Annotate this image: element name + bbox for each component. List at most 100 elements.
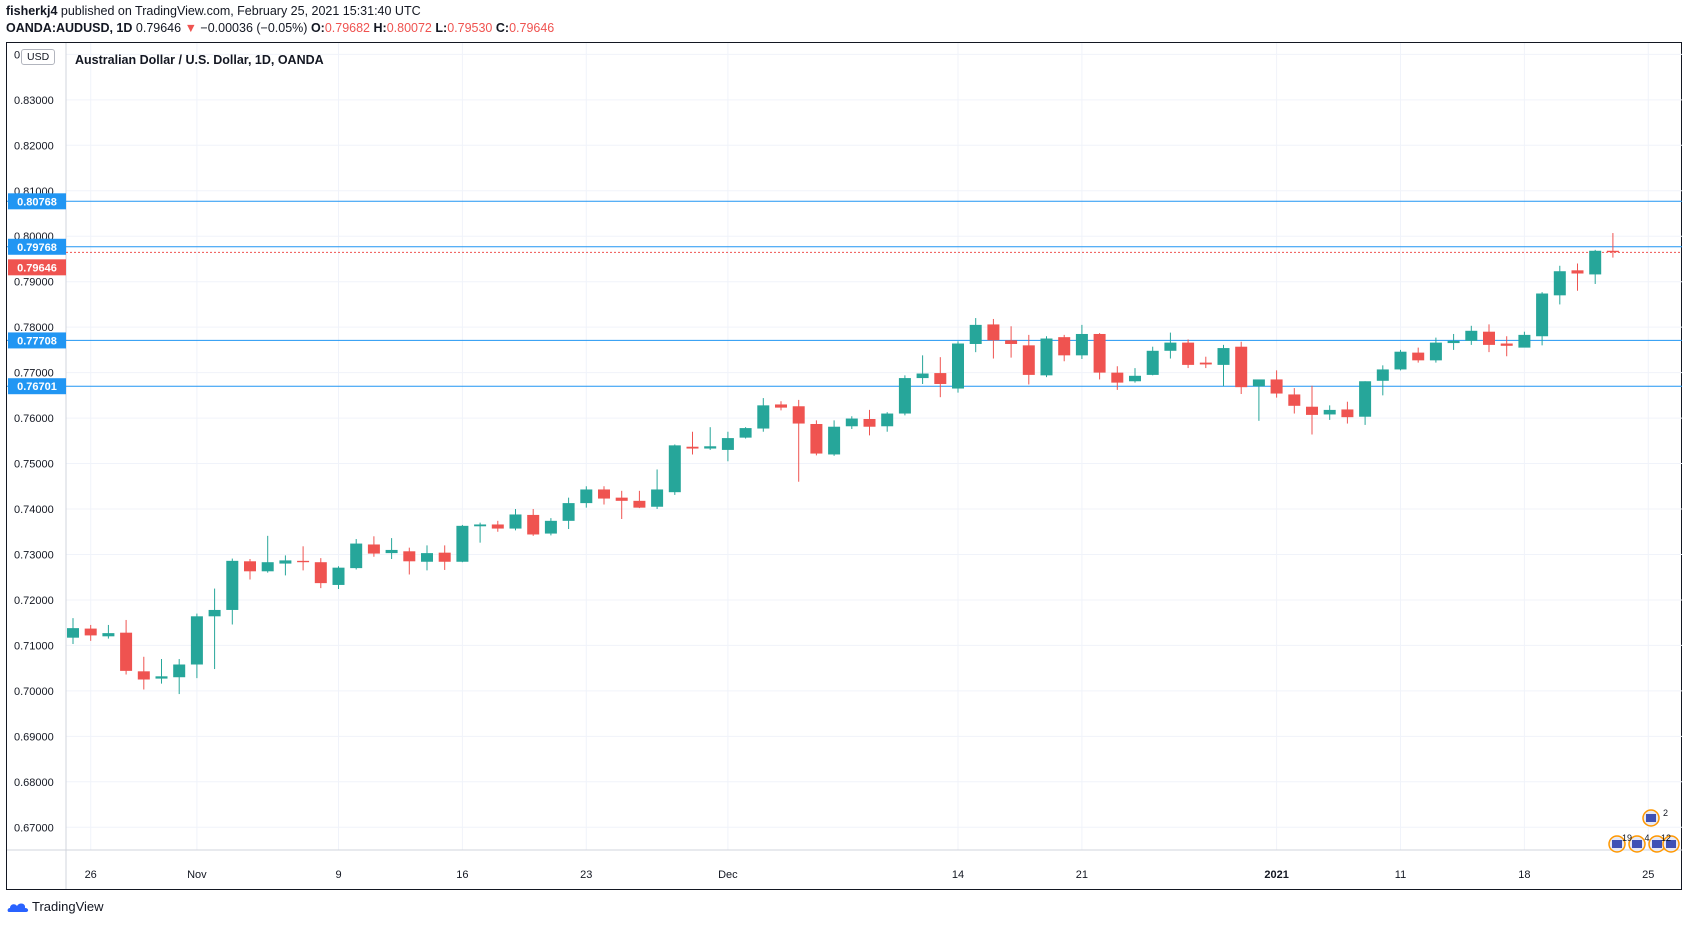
candle-body[interactable] — [1288, 394, 1301, 406]
price-line-label: 0.77708 — [17, 335, 57, 347]
candle-body[interactable] — [1252, 379, 1265, 387]
candle-body[interactable] — [1235, 346, 1248, 388]
candle-body[interactable] — [1429, 342, 1442, 361]
candle-body[interactable] — [757, 405, 770, 429]
candle-body[interactable] — [173, 664, 186, 678]
candle-body[interactable] — [137, 671, 150, 680]
candle-body[interactable] — [1359, 381, 1372, 417]
candle-body[interactable] — [721, 438, 734, 450]
candle-body[interactable] — [987, 324, 1000, 341]
candle-body[interactable] — [67, 628, 79, 638]
candle-body[interactable] — [367, 544, 380, 554]
candle-body[interactable] — [474, 524, 487, 527]
candle-body[interactable] — [562, 503, 575, 521]
candle-body[interactable] — [1111, 372, 1124, 383]
event-flag-icon-flag — [1666, 840, 1676, 848]
tradingview-logo[interactable]: TradingView — [7, 899, 104, 914]
candle-body[interactable] — [775, 404, 787, 408]
candle-body[interactable] — [1182, 342, 1195, 365]
candle-body[interactable] — [1306, 406, 1318, 415]
candle-body[interactable] — [1412, 352, 1425, 361]
candle-body[interactable] — [1040, 338, 1053, 376]
last-price-text: 0.79646 — [135, 21, 182, 35]
candle-body[interactable] — [1465, 330, 1478, 341]
candle-body[interactable] — [792, 406, 805, 424]
candle-body[interactable] — [580, 489, 593, 504]
candle-body[interactable] — [881, 413, 894, 427]
candle-body[interactable] — [84, 628, 97, 636]
candle-body[interactable] — [916, 373, 929, 379]
candle-body[interactable] — [1199, 362, 1212, 365]
candle-body[interactable] — [952, 343, 964, 389]
candle-body[interactable] — [1323, 409, 1336, 415]
candle-body[interactable] — [668, 445, 681, 493]
candle-body[interactable] — [1217, 348, 1230, 365]
candle-body[interactable] — [1500, 343, 1513, 346]
candle-body[interactable] — [102, 633, 115, 637]
candle-body[interactable] — [845, 418, 858, 427]
candle-body[interactable] — [438, 552, 451, 562]
candle-body[interactable] — [1093, 333, 1106, 373]
candle-body[interactable] — [739, 428, 752, 438]
y-tick-label: 0.79000 — [14, 277, 54, 289]
candle-body[interactable] — [244, 561, 256, 572]
candle-body[interactable] — [1146, 350, 1159, 375]
candle-body[interactable] — [208, 609, 221, 617]
candle-body[interactable] — [527, 514, 540, 535]
candle-body[interactable] — [898, 378, 911, 414]
candle-body[interactable] — [1058, 337, 1071, 356]
candle-body[interactable] — [1553, 271, 1566, 296]
candle-body[interactable] — [155, 676, 168, 679]
candle-body[interactable] — [314, 562, 327, 584]
candle-body[interactable] — [810, 423, 823, 454]
x-tick-label: 16 — [456, 869, 468, 881]
candle-body[interactable] — [863, 418, 876, 427]
candle-body[interactable] — [120, 632, 133, 671]
candle-body[interactable] — [1394, 351, 1407, 370]
candle-body[interactable] — [686, 446, 699, 449]
candle-body[interactable] — [1075, 333, 1088, 356]
publisher-name[interactable]: fisherkj4 — [6, 4, 58, 18]
candle-body[interactable] — [403, 551, 416, 562]
candle-body[interactable] — [279, 560, 292, 564]
candle-body[interactable] — [261, 562, 274, 572]
candle-body[interactable] — [651, 489, 664, 507]
candle-body[interactable] — [350, 543, 363, 569]
candle-body[interactable] — [190, 616, 203, 665]
price-line-label-bg — [8, 238, 66, 255]
candle-body[interactable] — [969, 324, 982, 344]
candle-body[interactable] — [297, 560, 310, 563]
candle-body[interactable] — [704, 446, 717, 449]
candle-body[interactable] — [1447, 340, 1460, 344]
candle-body[interactable] — [1022, 345, 1035, 375]
candle-body[interactable] — [421, 553, 433, 562]
candle-body[interactable] — [332, 567, 345, 585]
candle-body[interactable] — [598, 489, 610, 499]
candle-body[interactable] — [1589, 250, 1602, 275]
candle-body[interactable] — [1341, 409, 1354, 418]
candle-body[interactable] — [615, 497, 628, 501]
candle-body[interactable] — [544, 520, 557, 534]
candle-body[interactable] — [633, 500, 646, 508]
candle-body[interactable] — [934, 373, 947, 384]
candle-body[interactable] — [1536, 293, 1549, 337]
candle-body[interactable] — [1005, 340, 1018, 344]
candle-body[interactable] — [1164, 342, 1177, 351]
candle-body[interactable] — [1376, 369, 1389, 381]
candle-body[interactable] — [1571, 270, 1584, 274]
candle-body[interactable] — [1518, 334, 1531, 348]
candle-body[interactable] — [828, 426, 841, 455]
candle-body[interactable] — [1606, 250, 1619, 253]
candle-body[interactable] — [1270, 379, 1283, 394]
candle-body[interactable] — [226, 560, 239, 610]
chart-frame[interactable] — [6, 42, 1682, 890]
candle-body[interactable] — [509, 514, 522, 529]
candle-body[interactable] — [1129, 375, 1141, 382]
currency-badge[interactable]: USD — [21, 49, 56, 65]
candle-body[interactable] — [491, 524, 504, 529]
candle-body[interactable] — [456, 525, 469, 562]
candle-body[interactable] — [1483, 331, 1495, 345]
ohlc-legend: OANDA:AUDUSD, 1D 0.79646 ▼ −0.00036 (−0.… — [6, 21, 554, 35]
candle-body[interactable] — [385, 549, 398, 554]
